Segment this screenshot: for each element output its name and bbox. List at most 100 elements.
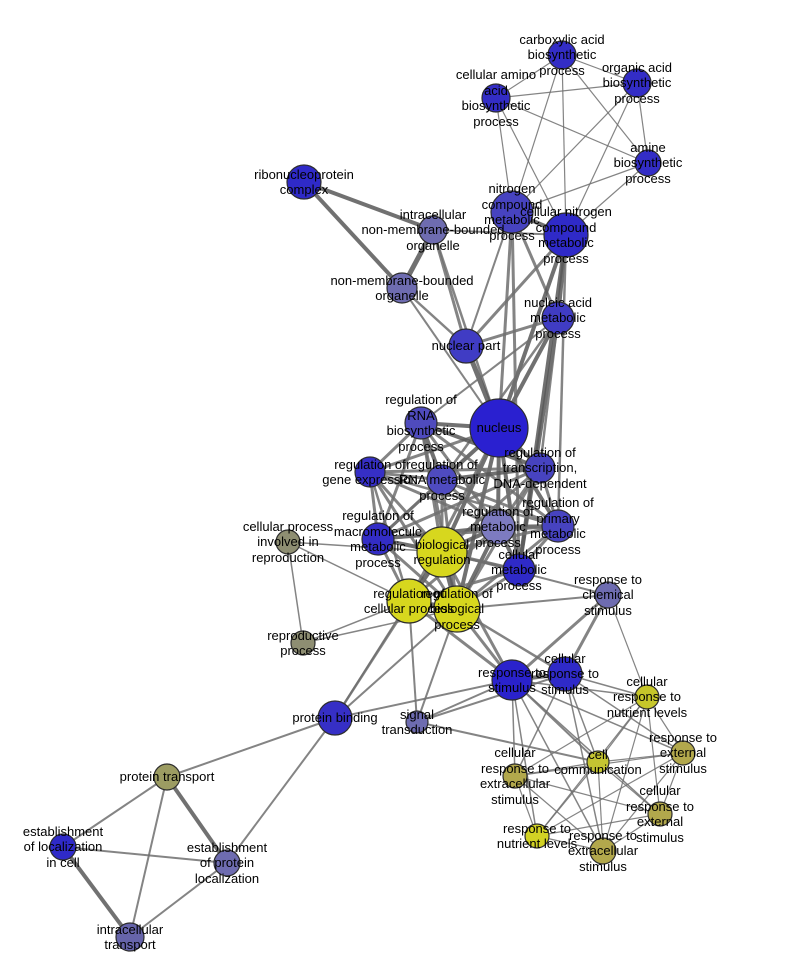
node-regulation-of-macromolecule-metabolic-process[interactable] [361, 522, 395, 556]
edge-protein-transport--establishment-of-protein-localization [165, 775, 229, 865]
node-reproductive-process[interactable] [290, 630, 316, 656]
node-nuclear-part[interactable] [448, 328, 484, 364]
edge-regulation-of-gene-expression--regulation-of-biological-process [368, 471, 459, 610]
edge-organic-acid-biosynthetic-process--cellular-amino-acid-biosynthetic-process [495, 82, 638, 99]
node-carboxylic-acid-biosynthetic-process[interactable] [547, 40, 577, 70]
edge-cellular-response-to-nutrient-levels--cellular-response-to-external-stimulus [646, 696, 661, 815]
node-non-membrane-bounded-organelle[interactable] [386, 272, 418, 304]
edge-ribonucleoprotein-complex--intracellular-non-membrane-bounded-organelle [303, 180, 434, 232]
node-cellular-nitrogen-compound-metabolic-process[interactable] [543, 212, 589, 258]
node-cell-communication[interactable] [586, 750, 610, 774]
node-response-to-stimulus[interactable] [491, 659, 533, 701]
node-organic-acid-biosynthetic-process[interactable] [622, 68, 652, 98]
node-protein-transport[interactable] [153, 763, 181, 791]
edge-nitrogen-compound-metabolic-process--nucleus [497, 211, 514, 429]
node-biological-regulation[interactable] [416, 526, 468, 578]
edge-cell-communication--cellular-response-to-external-stimulus [597, 761, 661, 815]
node-nucleus[interactable] [469, 398, 529, 458]
edge-carboxylic-acid-biosynthetic-process--cellular-nitrogen-compound-metabolic-process [561, 54, 567, 236]
node-signal-transduction[interactable] [405, 710, 429, 734]
edge-carboxylic-acid-biosynthetic-process--amine-biosynthetic-process [561, 54, 649, 164]
edge-regulation-of-biological-process--protein-binding [334, 608, 458, 719]
edge-carboxylic-acid-biosynthetic-process--nitrogen-compound-metabolic-process [511, 54, 563, 213]
edge-regulation-of-biological-process--reproductive-process [302, 608, 458, 644]
edge-nucleic-acid-metabolic-process--regulation-of-rna-biosynthetic-process [420, 317, 559, 424]
edge-response-to-external-stimulus--response-to-extracellular-stimulus [602, 752, 684, 852]
node-cellular-response-to-extracellular-stimulus[interactable] [502, 763, 528, 789]
node-nitrogen-compound-metabolic-process[interactable] [490, 190, 534, 234]
edge-response-to-external-stimulus--response-to-nutrient-levels [536, 752, 684, 837]
edge-protein-transport--intracellular-transport [129, 776, 168, 938]
edge-response-to-stimulus--cellular-response-to-nutrient-levels [511, 679, 648, 698]
edge-ribonucleoprotein-complex--non-membrane-bounded-organelle [302, 180, 404, 290]
edge-establishment-of-protein-localization--protein-binding [226, 717, 336, 864]
edge-regulation-of-primary-metabolic-process--regulation-of-macromolecule-metabolic-process [377, 524, 559, 541]
edge-nitrogen-compound-metabolic-process--nuclear-part [465, 211, 513, 347]
edge-cellular-response-to-nutrient-levels--cellular-response-to-extracellular-stimulus [514, 696, 648, 777]
edge-cellular-response-to-stimulus--signal-transduction [416, 673, 566, 723]
edge-regulation-of-biological-process--response-to-chemical-stimulus [456, 594, 609, 610]
edge-protein-transport--establishment-of-localization-in-cell [62, 776, 168, 848]
edge-cellular-response-to-stimulus--response-to-extracellular-stimulus [564, 673, 604, 852]
node-amine-biosynthetic-process[interactable] [634, 149, 662, 177]
node-intracellular-transport[interactable] [115, 922, 145, 952]
edge-response-to-stimulus--response-to-chemical-stimulus [511, 593, 609, 682]
node-response-to-nutrient-levels[interactable] [524, 823, 550, 849]
node-regulation-of-biological-process[interactable] [433, 585, 481, 633]
node-regulation-of-metabolic-process[interactable] [480, 509, 516, 545]
edge-cellular-response-to-stimulus--cellular-response-to-extracellular-stimulus [514, 673, 566, 777]
edge-organic-acid-biosynthetic-process--nitrogen-compound-metabolic-process [511, 82, 638, 213]
edge-response-to-chemical-stimulus--cellular-response-to-nutrient-levels [607, 594, 648, 698]
node-regulation-of-rna-biosynthetic-process[interactable] [404, 406, 438, 440]
edge-amine-biosynthetic-process--nitrogen-compound-metabolic-process [511, 162, 649, 213]
node-regulation-of-rna-metabolic-process[interactable] [426, 464, 458, 496]
node-cellular-process-involved-in-reproduction[interactable] [275, 529, 301, 555]
edge-nucleus--regulation-of-cellular-process [407, 427, 501, 602]
edge-establishment-of-localization-in-cell--establishment-of-protein-localization [62, 846, 228, 864]
node-cellular-response-to-external-stimulus[interactable] [647, 801, 673, 827]
node-establishment-of-localization-in-cell[interactable] [49, 833, 77, 861]
node-regulation-of-transcription-dna-dependent[interactable] [524, 452, 556, 484]
edge-cellular-amino-acid-biosynthetic-process--cellular-nitrogen-compound-metabolic-process [495, 97, 567, 236]
edge-cell-communication--response-to-nutrient-levels [536, 761, 599, 837]
edge-response-to-stimulus--response-to-external-stimulus [511, 679, 684, 754]
edge-response-to-stimulus--cellular-response-to-external-stimulus [511, 679, 661, 815]
edge-regulation-of-rna-metabolic-process--regulation-of-primary-metabolic-process [441, 478, 559, 528]
node-cellular-response-to-stimulus[interactable] [547, 656, 583, 692]
node-cellular-metabolic-process[interactable] [502, 553, 536, 587]
edge-response-to-stimulus--response-to-extracellular-stimulus [511, 679, 604, 852]
edge-cellular-response-to-extracellular-stimulus--response-to-extracellular-stimulus [514, 775, 604, 852]
edge-regulation-of-transcription-dna-dependent--regulation-of-rna-metabolic-process [441, 466, 541, 482]
node-ribonucleoprotein-complex[interactable] [286, 164, 322, 200]
node-cellular-response-to-nutrient-levels[interactable] [634, 684, 660, 710]
edge-nucleic-acid-metabolic-process--regulation-of-transcription-dna-dependent [538, 317, 560, 469]
node-cellular-amino-acid-biosynthetic-process[interactable] [481, 83, 511, 113]
edge-cell-communication--signal-transduction [416, 721, 599, 763]
node-intracellular-non-membrane-bounded-organelle[interactable] [418, 215, 448, 245]
node-establishment-of-protein-localization[interactable] [213, 849, 241, 877]
edge-cellular-response-to-external-stimulus--response-to-nutrient-levels [536, 813, 661, 837]
edge-regulation-of-rna-biosynthetic-process--regulation-of-metabolic-process [419, 422, 500, 528]
node-response-to-external-stimulus[interactable] [670, 740, 696, 766]
edge-establishment-of-protein-localization--intracellular-transport [129, 862, 228, 938]
edge-cell-communication--response-to-extracellular-stimulus [597, 761, 604, 852]
edge-cellular-response-to-stimulus--response-to-external-stimulus [564, 673, 684, 754]
edge-cellular-response-to-extracellular-stimulus--cellular-response-to-external-stimulus [514, 775, 661, 815]
node-response-to-extracellular-stimulus[interactable] [589, 837, 617, 865]
node-response-to-chemical-stimulus[interactable] [594, 581, 622, 609]
node-protein-binding[interactable] [317, 700, 353, 736]
edge-cellular-amino-acid-biosynthetic-process--amine-biosynthetic-process [495, 97, 649, 164]
edge-cellular-nitrogen-compound-metabolic-process--nuclear-part [464, 233, 568, 348]
edge-cellular-process-involved-in-reproduction--reproductive-process [287, 541, 304, 644]
node-regulation-of-cellular-process[interactable] [386, 578, 432, 624]
edge-cellular-nitrogen-compound-metabolic-process--regulation-of-primary-metabolic-process [556, 234, 568, 527]
edge-regulation-of-cellular-process--protein-binding [334, 600, 410, 719]
edge-cell-communication--cellular-response-to-extracellular-stimulus [514, 761, 599, 777]
node-nucleic-acid-metabolic-process[interactable] [541, 301, 575, 335]
edge-organic-acid-biosynthetic-process--cellular-nitrogen-compound-metabolic-process [565, 82, 638, 236]
node-regulation-of-gene-expression[interactable] [354, 456, 386, 488]
edge-regulation-of-gene-expression--regulation-of-metabolic-process [369, 470, 499, 529]
node-regulation-of-primary-metabolic-process[interactable] [541, 509, 575, 543]
